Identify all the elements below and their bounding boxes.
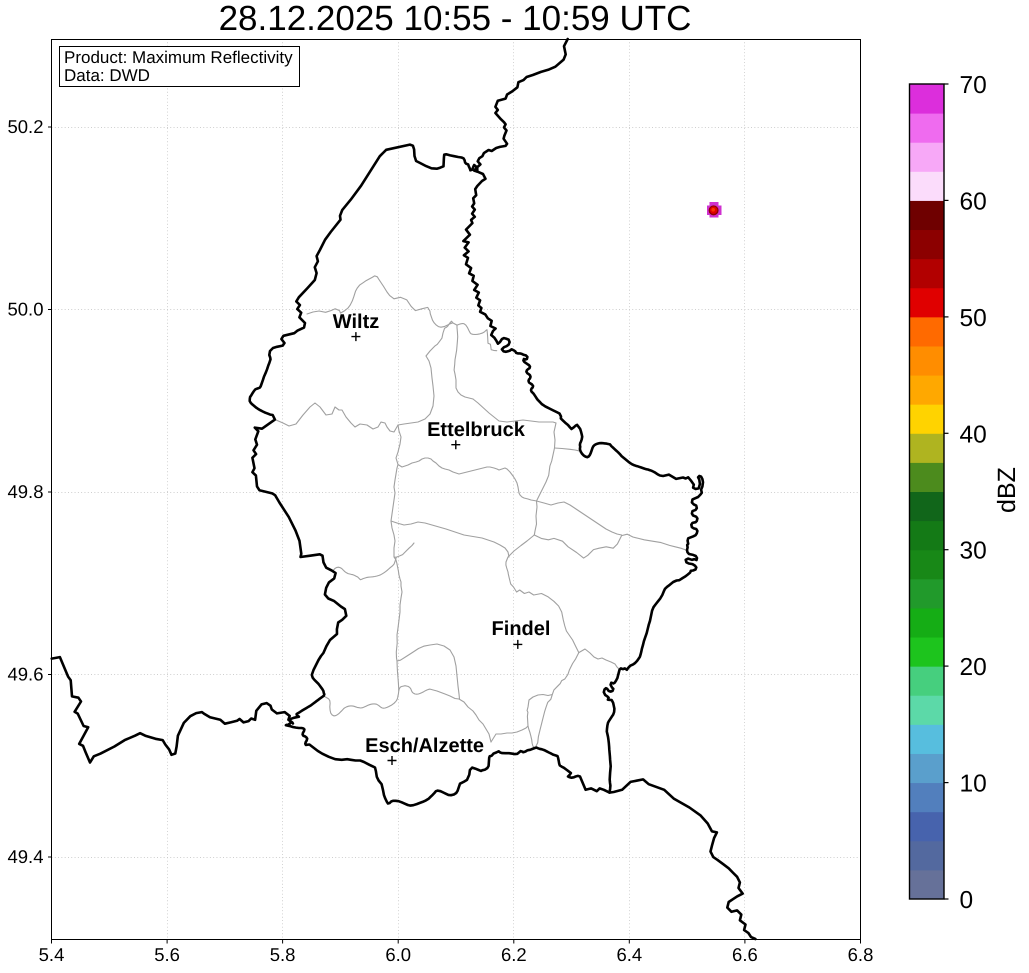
svg-text:6.0: 6.0 bbox=[385, 944, 411, 965]
svg-text:Esch/Alzette: Esch/Alzette bbox=[365, 735, 484, 757]
svg-text:Wiltz: Wiltz bbox=[333, 311, 379, 333]
svg-text:Findel: Findel bbox=[492, 618, 551, 640]
svg-text:49.4: 49.4 bbox=[7, 846, 43, 867]
svg-text:50.0: 50.0 bbox=[7, 299, 43, 320]
svg-text:20: 20 bbox=[960, 654, 987, 681]
svg-text:10: 10 bbox=[960, 771, 987, 798]
svg-text:50: 50 bbox=[960, 305, 987, 332]
svg-text:40: 40 bbox=[960, 421, 987, 448]
svg-text:49.8: 49.8 bbox=[7, 481, 43, 502]
svg-text:5.4: 5.4 bbox=[39, 944, 65, 965]
svg-text:50.2: 50.2 bbox=[7, 116, 43, 137]
svg-text:Ettelbruck: Ettelbruck bbox=[427, 419, 526, 441]
svg-text:28.12.2025 10:55 - 10:59 UTC: 28.12.2025 10:55 - 10:59 UTC bbox=[219, 0, 692, 38]
svg-text:Data: DWD: Data: DWD bbox=[64, 66, 150, 85]
svg-text:60: 60 bbox=[960, 188, 987, 215]
svg-text:70: 70 bbox=[960, 72, 987, 99]
svg-text:0: 0 bbox=[960, 887, 974, 914]
svg-text:5.6: 5.6 bbox=[154, 944, 180, 965]
svg-text:6.2: 6.2 bbox=[501, 944, 527, 965]
svg-text:Product: Maximum Reflectivity: Product: Maximum Reflectivity bbox=[64, 48, 293, 67]
svg-text:dBZ: dBZ bbox=[993, 467, 1021, 513]
svg-text:30: 30 bbox=[960, 538, 987, 565]
svg-text:6.8: 6.8 bbox=[848, 944, 874, 965]
svg-text:6.4: 6.4 bbox=[616, 944, 642, 965]
svg-text:49.6: 49.6 bbox=[7, 664, 43, 685]
svg-text:6.6: 6.6 bbox=[732, 944, 758, 965]
svg-text:5.8: 5.8 bbox=[270, 944, 296, 965]
